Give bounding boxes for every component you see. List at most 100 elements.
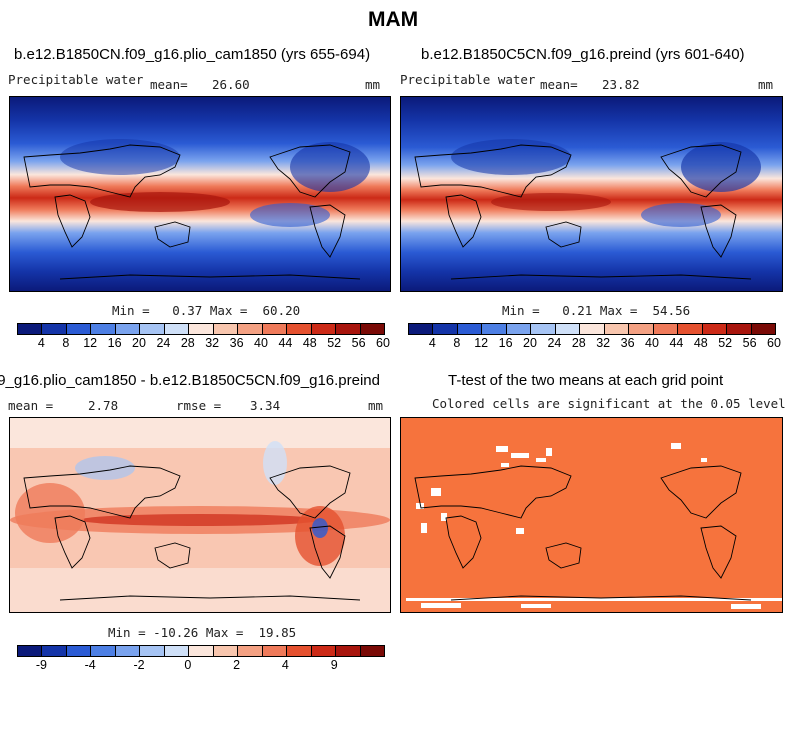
panel2-colorbar-swatch — [727, 324, 752, 334]
panel3-colorbar-swatch — [287, 646, 312, 656]
panel1-map-field — [10, 97, 390, 291]
panel1-colorbar-tick-label: 24 — [156, 336, 171, 350]
panel3-map-field — [10, 418, 390, 612]
panel1-colorbar-swatch — [262, 324, 288, 334]
panel1-colorbar — [17, 323, 385, 335]
panel1-mean-value: 26.60 — [212, 77, 250, 92]
panel4-subtitle: Colored cells are significant at the 0.0… — [432, 396, 786, 411]
panel2-map — [400, 96, 783, 292]
panel1-variable: Precipitable water — [8, 72, 144, 87]
panel3-units: mm — [368, 398, 384, 413]
panel3-colorbar-tick-label: 2 — [233, 658, 241, 672]
panel3-rmse-value: 3.34 — [250, 398, 281, 413]
panel3-colorbar-swatch — [115, 646, 141, 656]
panel1-colorbar-swatch — [287, 324, 312, 334]
figure-title: MAM — [368, 8, 419, 31]
panel1-map — [9, 96, 391, 292]
panel3-colorbar-swatch — [66, 646, 92, 656]
panel1-stats: Min = 0.37 Max = 60.20 — [112, 303, 301, 318]
panel2-colorbar-tick-label: 40 — [645, 336, 659, 350]
panel4-coastlines — [414, 465, 752, 601]
panel3-map — [9, 417, 391, 613]
panel1-colorbar-swatch — [336, 324, 361, 334]
panel3-colorbar-swatch — [213, 646, 239, 656]
panel2-colorbar-tick-label: 24 — [547, 336, 562, 350]
panel1-colorbar-swatch — [115, 324, 141, 334]
panel3-colorbar-swatch — [360, 646, 385, 656]
panel1-colorbar-swatch — [140, 324, 165, 334]
panel2-colorbar-swatch — [580, 324, 605, 334]
panel1-colorbar-tick-label: 8 — [62, 336, 70, 350]
panel3-colorbar-swatch — [311, 646, 337, 656]
panel1-units: mm — [365, 77, 381, 92]
panel3-colorbar-swatch — [262, 646, 288, 656]
panel1-colorbar-tick-label: 40 — [254, 336, 268, 350]
panel2-mean-label: mean= — [540, 77, 578, 92]
panel2-colorbar-swatch — [506, 324, 532, 334]
panel2-colorbar-swatch — [751, 324, 776, 334]
panel1-colorbar-tick-label: 12 — [83, 336, 98, 350]
panel1-coastlines — [23, 144, 361, 280]
panel3-colorbar-swatch — [336, 646, 361, 656]
panel2-colorbar-tick-label: 60 — [767, 336, 781, 350]
panel3-colorbar-tick-label: -4 — [84, 658, 96, 672]
panel2-colorbar-swatch — [604, 324, 630, 334]
panel2-title: b.e12.B1850C5CN.f09_g16.preind (yrs 601-… — [421, 46, 745, 63]
panel3-rmse-label: rmse = — [176, 398, 222, 413]
panel1-colorbar-tick-label: 28 — [180, 336, 195, 350]
panel2-variable: Precipitable water — [400, 72, 536, 87]
panel3-mean-value: 2.78 — [88, 398, 119, 413]
panel2-colorbar-tick-label: 16 — [498, 336, 513, 350]
panel1-colorbar-tick-label: 56 — [351, 336, 366, 350]
panel4-map-field — [401, 418, 782, 612]
panel2-colorbar-swatch — [555, 324, 581, 334]
panel1-mean-label: mean= — [150, 77, 188, 92]
panel1-colorbar-swatch — [91, 324, 116, 334]
panel3-colorbar-swatch — [189, 646, 214, 656]
panel3-colorbar-tick-label: -2 — [133, 658, 145, 672]
panel1-colorbar-tick-label: 32 — [205, 336, 220, 350]
panel1-colorbar-tick-label: 36 — [229, 336, 244, 350]
panel4-title: T-test of the two means at each grid poi… — [448, 372, 724, 389]
panel1-colorbar-swatch — [360, 324, 385, 334]
panel3-mean-label: mean = — [8, 398, 54, 413]
panel3-colorbar-swatch — [91, 646, 116, 656]
panel1-title: b.e12.B1850CN.f09_g16.plio_cam1850 (yrs … — [14, 46, 371, 63]
panel1-colorbar-swatch — [311, 324, 337, 334]
panel3-stats: Min = -10.26 Max = 19.85 — [108, 625, 297, 640]
panel2-colorbar-swatch — [653, 324, 679, 334]
panel2-colorbar-tick-label: 48 — [693, 336, 708, 350]
panel2-colorbar-swatch — [678, 324, 703, 334]
panel2-mean-value: 23.82 — [602, 77, 640, 92]
panel3-title: B1850CN.f09_g16.plio_cam1850 - b.e12.B18… — [0, 372, 380, 389]
panel3-colorbar-swatch — [238, 646, 263, 656]
panel3-colorbar-ticks: -9 -4 -2 0 2 4 9 — [17, 658, 383, 674]
panel2-colorbar-swatch — [433, 324, 458, 334]
panel3-colorbar-tick-label: 4 — [281, 658, 289, 672]
panel2-colorbar-tick-label: 4 — [428, 336, 436, 350]
panel2-colorbar-tick-label: 44 — [669, 336, 684, 350]
panel2-colorbar-tick-label: 8 — [453, 336, 461, 350]
panel1-colorbar-tick-label: 48 — [302, 336, 317, 350]
panel4-map — [400, 417, 783, 613]
panel3-colorbar — [17, 645, 385, 657]
panel1-colorbar-swatch — [213, 324, 239, 334]
panel1-colorbar-tick-label: 20 — [132, 336, 146, 350]
panel2-colorbar-swatch — [409, 324, 434, 334]
panel2-colorbar-swatch — [702, 324, 728, 334]
panel2-colorbar-tick-label: 56 — [742, 336, 757, 350]
panel1-colorbar-swatch — [42, 324, 67, 334]
panel3-colorbar-swatch — [164, 646, 190, 656]
panel2-stats: Min = 0.21 Max = 54.56 — [502, 303, 691, 318]
panel2-colorbar-swatch — [531, 324, 556, 334]
panel1-colorbar-tick-label: 4 — [37, 336, 45, 350]
panel1-colorbar-swatch — [189, 324, 214, 334]
panel3-colorbar-swatch — [42, 646, 67, 656]
panel2-colorbar-swatch — [457, 324, 483, 334]
panel3-colorbar-swatch — [140, 646, 165, 656]
panel1-colorbar-tick-label: 60 — [376, 336, 390, 350]
panel1-colorbar-swatch — [66, 324, 92, 334]
panel3-colorbar-tick-label: 9 — [330, 658, 338, 672]
panel2-colorbar-tick-label: 32 — [596, 336, 611, 350]
panel2-colorbar-tick-label: 28 — [571, 336, 586, 350]
